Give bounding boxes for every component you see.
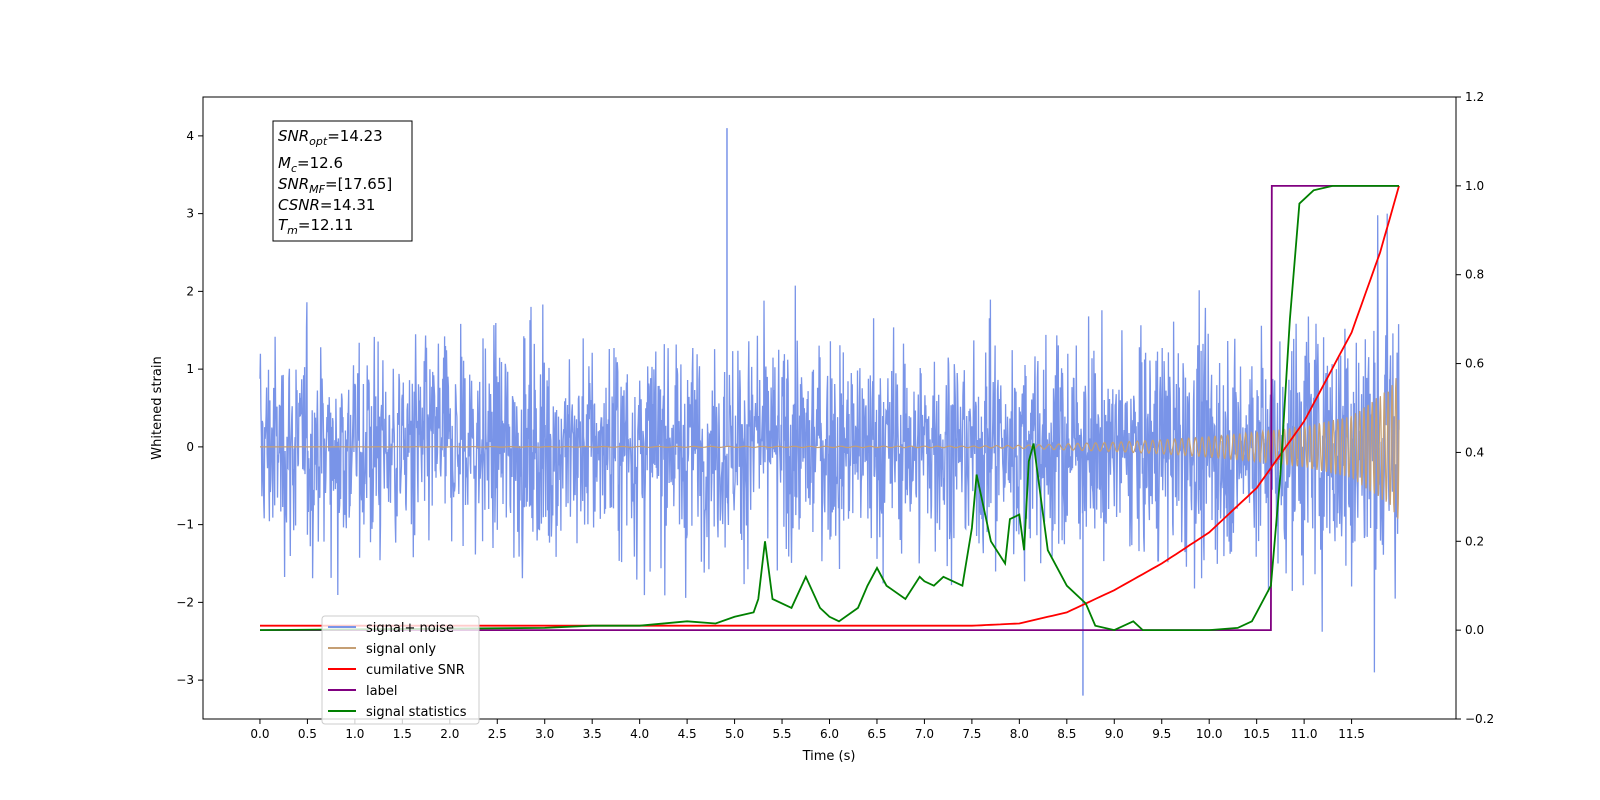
y-tick-label: −2 bbox=[176, 595, 194, 609]
x-tick-label: 1.0 bbox=[345, 727, 364, 741]
y2-tick-label: 0.6 bbox=[1465, 357, 1484, 371]
y2-tick-label: 0.2 bbox=[1465, 534, 1484, 548]
series-signal-noise-line bbox=[259, 213, 1400, 673]
x-tick-label: 9.5 bbox=[1152, 727, 1171, 741]
anno-snr-mf: SNRMF=[17.65] bbox=[278, 175, 392, 196]
legend-label: signal+ noise bbox=[366, 621, 454, 636]
anno-csnr: CSNR=14.31 bbox=[278, 196, 375, 214]
x-tick-label: 3.5 bbox=[583, 727, 602, 741]
x-tick-label: 10.0 bbox=[1196, 727, 1223, 741]
legend-label: label bbox=[366, 684, 397, 699]
y2-tick-label: 0.0 bbox=[1465, 623, 1484, 637]
x-tick-label: 6.5 bbox=[867, 727, 886, 741]
x-tick-label: 10.5 bbox=[1243, 727, 1270, 741]
x-tick-label: 7.0 bbox=[915, 727, 934, 741]
y2-tick-label: −0.2 bbox=[1465, 712, 1494, 726]
x-tick-label: 8.5 bbox=[1057, 727, 1076, 741]
x-axis-label: Time (s) bbox=[802, 749, 856, 764]
series-signal-statistics-line bbox=[259, 184, 1399, 632]
x-tick-label: 5.0 bbox=[725, 727, 744, 741]
x-tick-label: 2.5 bbox=[488, 727, 507, 741]
axes: 0.0 0.5 1.0 1.5 2.0 2.5 3.0 3.5 4.0 4.5 5.0 5.5 6.0 6… bbox=[176, 90, 1494, 741]
annotation-box: SNRopt=14.23 Mc=12.6 SNRMF=[17.65] CSNR=… bbox=[272, 120, 413, 242]
plot-area bbox=[259, 128, 1400, 696]
y-tick-label: 4 bbox=[186, 129, 194, 143]
x-tick-label: 2.0 bbox=[440, 727, 459, 741]
y2-tick-label: 1.0 bbox=[1465, 179, 1484, 193]
y-tick-label: −1 bbox=[176, 518, 194, 532]
x-tick-label: 11.5 bbox=[1338, 727, 1365, 741]
y2-tick-label: 1.2 bbox=[1465, 90, 1484, 104]
x-tick-label: 6.0 bbox=[820, 727, 839, 741]
x-tick-label: 9.0 bbox=[1105, 727, 1124, 741]
x-tick-label: 0.5 bbox=[298, 727, 317, 741]
x-tick-label: 7.5 bbox=[962, 727, 981, 741]
y-tick-label: 2 bbox=[186, 284, 194, 298]
x-tick-label: 11.0 bbox=[1291, 727, 1318, 741]
y2-tick-label: 0.4 bbox=[1465, 445, 1484, 459]
x-tick-label: 8.0 bbox=[1010, 727, 1029, 741]
legend: signal+ noise signal only cumilative SNR la… bbox=[321, 615, 480, 725]
x-tick-label: 1.5 bbox=[393, 727, 412, 741]
x-tick-label: 4.0 bbox=[630, 727, 649, 741]
x-tick-label: 5.5 bbox=[772, 727, 791, 741]
legend-frame bbox=[321, 615, 480, 725]
series-signal-only-line bbox=[260, 378, 1400, 519]
y-axis-label: Whitened strain bbox=[150, 356, 165, 459]
anno-tm: Tm=12.11 bbox=[278, 216, 353, 237]
x-tick-label: 4.5 bbox=[678, 727, 697, 741]
anno-mc: Mc=12.6 bbox=[278, 154, 343, 175]
y-tick-label: −3 bbox=[176, 673, 194, 687]
y2-tick-label: 0.8 bbox=[1465, 268, 1484, 282]
y-tick-label: 3 bbox=[186, 207, 194, 221]
x-tick-label: 0.0 bbox=[250, 727, 269, 741]
legend-label: signal only bbox=[366, 642, 436, 657]
anno-snr-opt: SNRopt=14.23 bbox=[278, 127, 383, 148]
y-tick-label: 1 bbox=[186, 362, 194, 376]
legend-label: signal statistics bbox=[366, 705, 467, 720]
x-tick-label: 3.0 bbox=[535, 727, 554, 741]
y-tick-label: 0 bbox=[186, 440, 194, 454]
legend-label: cumilative SNR bbox=[366, 663, 465, 678]
